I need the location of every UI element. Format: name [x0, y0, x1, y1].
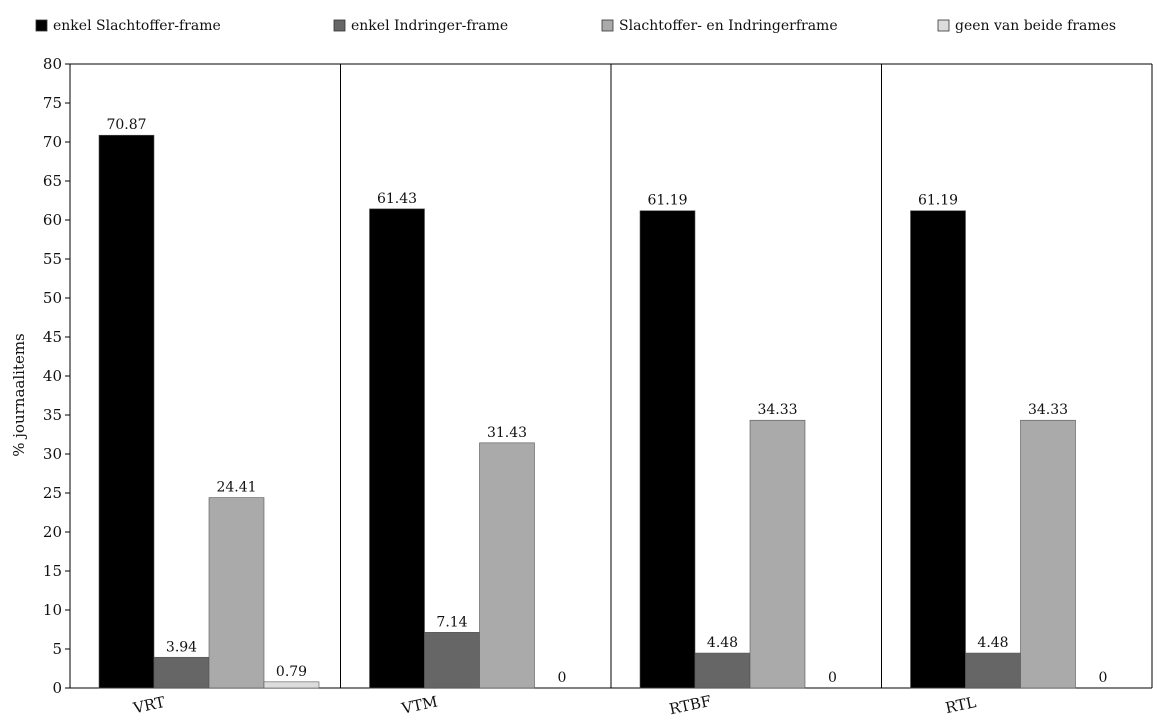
y-tick-label: 20 — [43, 523, 62, 541]
data-label-rtl-geen-van-beide-frames: 0 — [1099, 670, 1108, 686]
legend-swatch-enkel-indringer-frame — [334, 20, 345, 31]
data-label-rtl-slachtoffer-en-indringerframe: 34.33 — [1028, 402, 1068, 418]
bar-vtm-enkel-indringer-frame — [425, 632, 480, 688]
y-tick-label: 5 — [52, 640, 62, 658]
y-tick-label: 65 — [43, 172, 62, 190]
bar-vrt-enkel-indringer-frame — [154, 657, 209, 688]
data-label-rtbf-slachtoffer-en-indringerframe: 34.33 — [757, 402, 797, 418]
data-label-vrt-slachtoffer-en-indringerframe: 24.41 — [216, 480, 256, 496]
bar-vrt-enkel-slachtoffer-frame — [99, 135, 154, 688]
category-label-rtbf: RTBF — [668, 692, 713, 718]
bar-rtl-enkel-slachtoffer-frame — [911, 211, 966, 688]
y-tick-label: 10 — [43, 601, 62, 619]
data-label-vrt-enkel-indringer-frame: 3.94 — [166, 639, 197, 655]
bar-vtm-slachtoffer-en-indringerframe — [480, 443, 535, 688]
data-label-rtbf-enkel-slachtoffer-frame: 61.19 — [647, 193, 687, 209]
bars — [99, 135, 1076, 688]
y-tick-label: 75 — [43, 94, 62, 112]
bar-vrt-slachtoffer-en-indringerframe — [209, 498, 264, 688]
y-tick-label: 15 — [43, 562, 62, 580]
y-tick-label: 25 — [43, 484, 62, 502]
data-label-vtm-enkel-slachtoffer-frame: 61.43 — [377, 191, 417, 207]
legend-label-geen-van-beide-frames: geen van beide frames — [955, 18, 1116, 34]
y-tick-label: 45 — [43, 328, 62, 346]
bar-vrt-geen-van-beide-frames — [264, 682, 319, 688]
legend-swatch-enkel-slachtoffer-frame — [36, 20, 47, 31]
data-label-rtbf-geen-van-beide-frames: 0 — [828, 670, 837, 686]
y-tick-label: 0 — [52, 679, 62, 697]
bar-rtbf-enkel-indringer-frame — [695, 653, 750, 688]
y-tick-label: 55 — [43, 250, 62, 268]
y-tick-label: 80 — [43, 55, 62, 73]
bar-rtl-enkel-indringer-frame — [966, 653, 1021, 688]
legend-swatch-slachtoffer-en-indringerframe — [602, 20, 613, 31]
legend-label-slachtoffer-en-indringerframe: Slachtoffer- en Indringerframe — [619, 18, 838, 34]
bar-rtl-slachtoffer-en-indringerframe — [1021, 420, 1076, 688]
y-tick-label: 35 — [43, 406, 62, 424]
bar-rtbf-slachtoffer-en-indringerframe — [750, 420, 805, 688]
data-label-vtm-geen-van-beide-frames: 0 — [558, 670, 567, 686]
data-label-vtm-enkel-indringer-frame: 7.14 — [436, 614, 467, 630]
legend-label-enkel-indringer-frame: enkel Indringer-frame — [351, 18, 508, 34]
y-tick-label: 40 — [43, 367, 62, 385]
data-label-rtl-enkel-indringer-frame: 4.48 — [977, 635, 1008, 651]
legend-swatch-geen-van-beide-frames — [938, 20, 949, 31]
data-label-vrt-enkel-slachtoffer-frame: 70.87 — [106, 117, 146, 133]
category-label-rtl: RTL — [944, 693, 978, 717]
bar-vtm-enkel-slachtoffer-frame — [370, 209, 425, 688]
legend: enkel Slachtoffer-frame enkel Indringer-f… — [36, 18, 1116, 34]
data-label-rtl-enkel-slachtoffer-frame: 61.19 — [918, 193, 958, 209]
category-label-vrt: VRT — [131, 693, 167, 717]
y-tick-label: 60 — [43, 211, 62, 229]
data-label-rtbf-enkel-indringer-frame: 4.48 — [707, 635, 738, 651]
data-label-vtm-slachtoffer-en-indringerframe: 31.43 — [487, 425, 527, 441]
y-tick-label: 30 — [43, 445, 62, 463]
bar-rtbf-enkel-slachtoffer-frame — [640, 211, 695, 688]
legend-label-enkel-slachtoffer-frame: enkel Slachtoffer-frame — [53, 18, 221, 34]
y-tick-label: 70 — [43, 133, 62, 151]
y-tick-label: 50 — [43, 289, 62, 307]
data-label-vrt-geen-van-beide-frames: 0.79 — [276, 664, 307, 680]
category-label-vtm: VTM — [399, 693, 439, 718]
y-axis-label: % journaalitems — [10, 333, 28, 457]
